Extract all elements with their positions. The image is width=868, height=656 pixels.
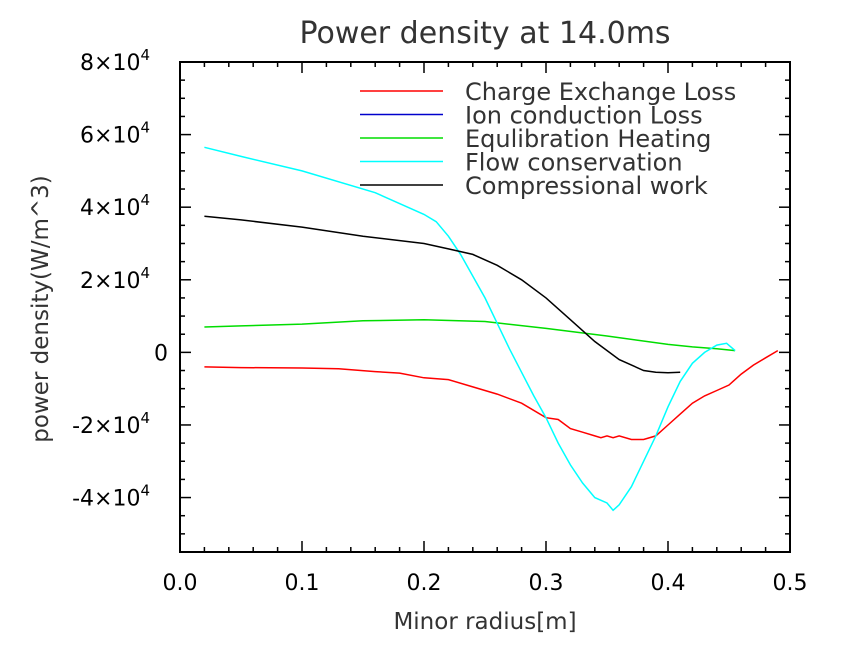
legend-label-3: Flow conservation bbox=[465, 149, 683, 177]
legend-label-0: Charge Exchange Loss bbox=[465, 78, 736, 106]
y-tick-label: 0 bbox=[154, 341, 168, 366]
plot-frame bbox=[179, 61, 791, 553]
axis-layer: 0.0 0.1 0.2 0.3 0.4 0.5 8×104 6×104 4×104 2×104 0 -… bbox=[72, 46, 807, 596]
series-line-4 bbox=[204, 215, 681, 374]
x-tick-label: 0.4 bbox=[651, 571, 686, 596]
legend-label-1: Ion conduction Loss bbox=[465, 102, 703, 130]
series-line-3 bbox=[204, 146, 736, 512]
x-tick-label: 0.3 bbox=[529, 571, 564, 596]
y-tick-label: 8×104 bbox=[80, 46, 150, 76]
x-axis-title: Minor radius[m] bbox=[393, 609, 576, 635]
y-tick-label: -4×104 bbox=[72, 482, 150, 512]
series-layer bbox=[204, 146, 779, 512]
y-tick-label: 4×104 bbox=[80, 191, 150, 221]
x-tick-label: 0.0 bbox=[163, 571, 198, 596]
x-tick-label: 0.2 bbox=[407, 571, 442, 596]
y-tick-label: -2×104 bbox=[72, 409, 150, 439]
chart-title: Power density at 14.0ms bbox=[299, 16, 670, 51]
series-line-2 bbox=[204, 318, 736, 352]
legend-label-4: Compressional work bbox=[465, 172, 708, 200]
series-line-0 bbox=[204, 349, 779, 441]
y-tick-label: 6×104 bbox=[80, 119, 150, 149]
y-axis-title: power density(W/m^3) bbox=[28, 175, 54, 442]
plot-area bbox=[179, 61, 791, 553]
y-tick-label: 2×104 bbox=[80, 264, 150, 294]
x-tick-label: 0.1 bbox=[285, 571, 320, 596]
legend-label-2: Equlibration Heating bbox=[465, 125, 711, 153]
x-tick-label: 0.5 bbox=[773, 571, 808, 596]
